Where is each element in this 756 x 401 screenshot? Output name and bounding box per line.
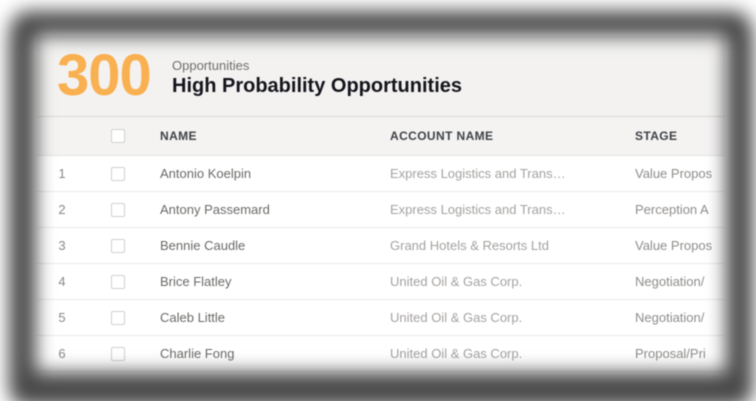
table-header-row: NAME ACCOUNT NAME STAGE [37,117,725,156]
name-cell[interactable]: Brice Flatley [160,274,232,289]
column-header-stage[interactable]: STAGE [635,129,678,143]
stage-cell: Value Propos [635,166,713,181]
table-row: 2 Antony Passemard Express Logistics and… [37,192,725,228]
column-header-account-name[interactable]: ACCOUNT NAME [390,129,494,143]
account-name-cell: Express Logistics and Trans… [390,166,566,181]
report-title-block: Opportunities High Probability Opportuni… [172,55,462,98]
name-cell[interactable]: Caleb Little [160,310,226,325]
opportunities-report-widget: 300 Opportunities High Probability Oppor… [37,36,725,372]
column-header-name[interactable]: NAME [160,129,197,143]
checkbox-cell [87,310,160,325]
row-checkbox[interactable] [111,310,125,325]
stage-cell: Perception A [635,202,709,217]
select-all-checkbox[interactable] [111,129,125,143]
row-checkbox[interactable] [111,274,125,289]
stage-cell: Negotiation/ [635,310,705,325]
row-number: 1 [58,166,66,181]
checkbox-cell [87,346,160,361]
account-name-cell: Express Logistics and Trans… [390,202,566,217]
stage-cell: Negotiation/ [635,274,705,289]
name-cell[interactable]: Charlie Fong [160,346,235,361]
row-checkbox[interactable] [111,346,125,361]
account-name-cell: United Oil & Gas Corp. [390,310,523,325]
name-cell[interactable]: Antonio Koelpin [160,166,252,181]
checkbox-cell [87,202,160,217]
checkbox-cell [87,166,160,181]
row-number: 5 [58,310,66,325]
name-cell[interactable]: Antony Passemard [160,202,270,217]
table-row: 5 Caleb Little United Oil & Gas Corp. Ne… [37,300,725,336]
report-title: High Probability Opportunities [172,74,462,97]
row-checkbox[interactable] [111,202,125,217]
row-number: 3 [58,238,66,253]
account-name-cell: United Oil & Gas Corp. [390,346,523,361]
name-cell[interactable]: Bennie Caudle [160,238,246,253]
account-name-cell: Grand Hotels & Resorts Ltd [390,238,549,253]
table-row: 6 Charlie Fong United Oil & Gas Corp. Pr… [37,336,725,372]
row-checkbox[interactable] [111,166,125,181]
checkbox-cell [87,238,160,253]
row-number: 2 [58,202,66,217]
stage-cell: Value Propos [635,238,713,253]
row-number: 4 [58,274,66,289]
select-all-cell [87,129,160,143]
stage-cell: Proposal/Pri [635,346,706,361]
record-count: 300 [57,43,152,108]
object-label: Opportunities [172,57,250,73]
row-number: 6 [58,346,66,361]
table-row: 1 Antonio Koelpin Express Logistics and … [37,156,725,192]
report-header: 300 Opportunities High Probability Oppor… [37,36,725,117]
row-checkbox[interactable] [111,238,125,253]
account-name-cell: United Oil & Gas Corp. [390,274,523,289]
checkbox-cell [87,274,160,289]
table-row: 4 Brice Flatley United Oil & Gas Corp. N… [37,264,725,300]
table-row: 3 Bennie Caudle Grand Hotels & Resorts L… [37,228,725,264]
